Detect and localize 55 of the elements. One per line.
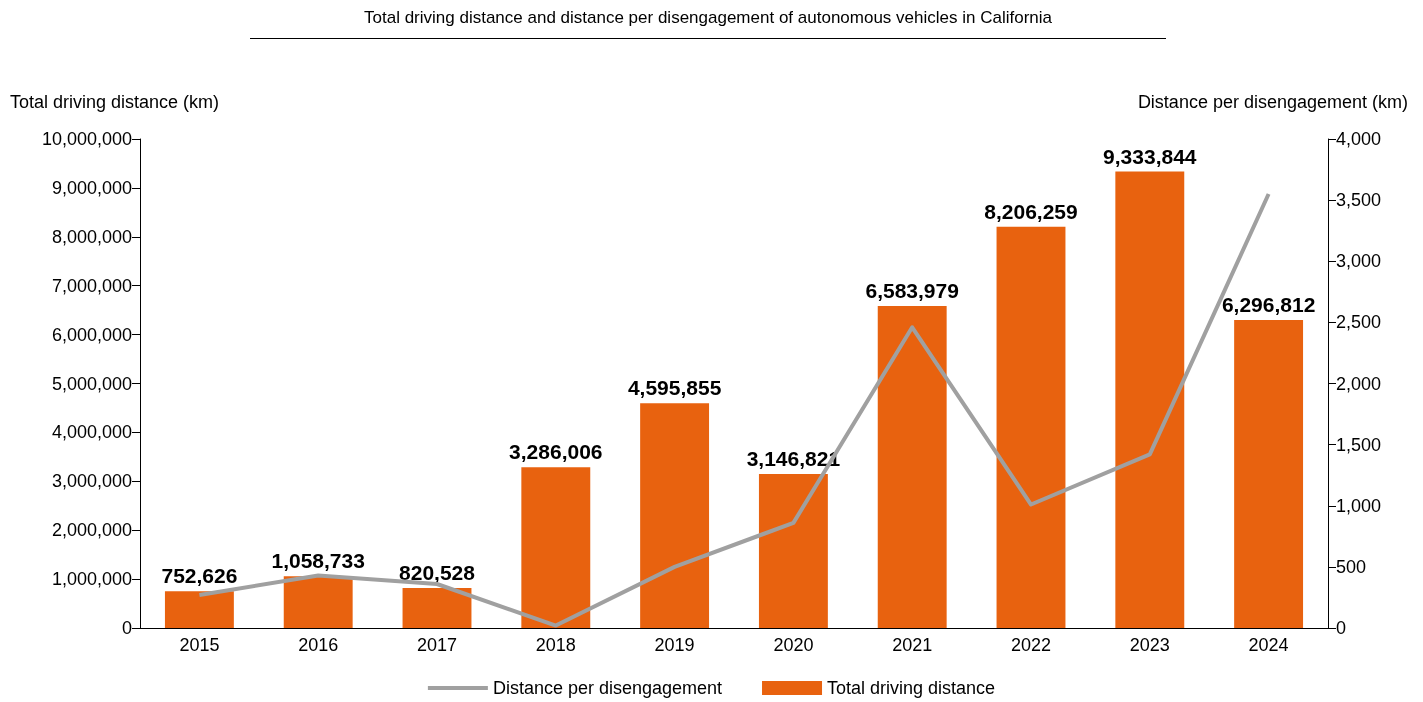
- y2-tick-label: 0: [1336, 618, 1347, 638]
- y-tick-label: 4,000,000: [51, 422, 132, 443]
- bar: [402, 587, 472, 628]
- data-label: 9,333,844: [1103, 144, 1197, 168]
- x-tick-label: 2018: [535, 635, 576, 655]
- bar: [996, 226, 1066, 628]
- legend-label: Total driving distance: [827, 678, 996, 698]
- data-label: 6,583,979: [865, 279, 959, 303]
- data-label: 3,146,821: [746, 447, 841, 471]
- y-tick-label: 2,000,000: [51, 520, 132, 541]
- bar: [164, 591, 234, 628]
- data-label: 820,528: [399, 560, 476, 584]
- y2-tick-label: 3,000: [1336, 251, 1382, 272]
- y2-tick-label: 2,500: [1336, 312, 1382, 333]
- bar: [283, 576, 353, 628]
- y-axis-title: Total driving distance (km): [10, 92, 220, 112]
- y-tick-label: 10,000,000: [41, 129, 132, 149]
- x-tick-label: 2020: [773, 635, 814, 655]
- y2-tick-label: 4,000: [1336, 129, 1382, 149]
- y2-tick-label: 1,000: [1336, 495, 1382, 516]
- x-tick-label: 2015: [179, 635, 220, 655]
- bar: [877, 306, 947, 628]
- y2-tick-label: 1,500: [1336, 434, 1382, 455]
- data-label: 3,286,006: [509, 440, 603, 464]
- data-label: 8,206,259: [984, 199, 1078, 223]
- y2-tick-label: 3,500: [1336, 190, 1382, 211]
- x-tick-label: 2024: [1248, 635, 1289, 655]
- y-tick-label: 3,000,000: [51, 471, 132, 492]
- y-tick-label: 0: [121, 618, 132, 638]
- data-label: 752,626: [161, 564, 238, 588]
- y-tick-label: 1,000,000: [51, 569, 132, 590]
- y-tick-label: 7,000,000: [51, 275, 132, 296]
- chart-title: Total driving distance and distance per disengagement of autonomous vehicles in California: [250, 8, 1166, 39]
- x-tick-label: 2019: [654, 635, 695, 655]
- bar: [1115, 171, 1185, 628]
- legend-label: Distance per disengagement: [492, 678, 723, 698]
- data-label: 4,595,855: [627, 376, 722, 400]
- x-tick-label: 2016: [298, 635, 339, 655]
- y-tick-label: 8,000,000: [51, 226, 132, 247]
- data-label: 6,296,812: [1221, 293, 1316, 317]
- y2-axis-title: Distance per disengagement (km): [1137, 92, 1408, 112]
- bar: [521, 467, 591, 628]
- x-tick-label: 2021: [892, 635, 933, 655]
- y-tick-label: 6,000,000: [51, 324, 132, 345]
- y-tick-label: 5,000,000: [51, 373, 132, 394]
- x-tick-label: 2023: [1129, 635, 1170, 655]
- bar: [758, 474, 828, 628]
- data-label: 1,058,733: [271, 549, 365, 573]
- x-tick-label: 2022: [1010, 635, 1052, 655]
- y2-tick-label: 500: [1336, 556, 1367, 577]
- y-tick-label: 9,000,000: [51, 177, 132, 198]
- y2-tick-label: 2,000: [1336, 373, 1382, 394]
- bar: [640, 403, 710, 628]
- bar: [1234, 320, 1304, 628]
- x-tick-label: 2017: [416, 635, 458, 655]
